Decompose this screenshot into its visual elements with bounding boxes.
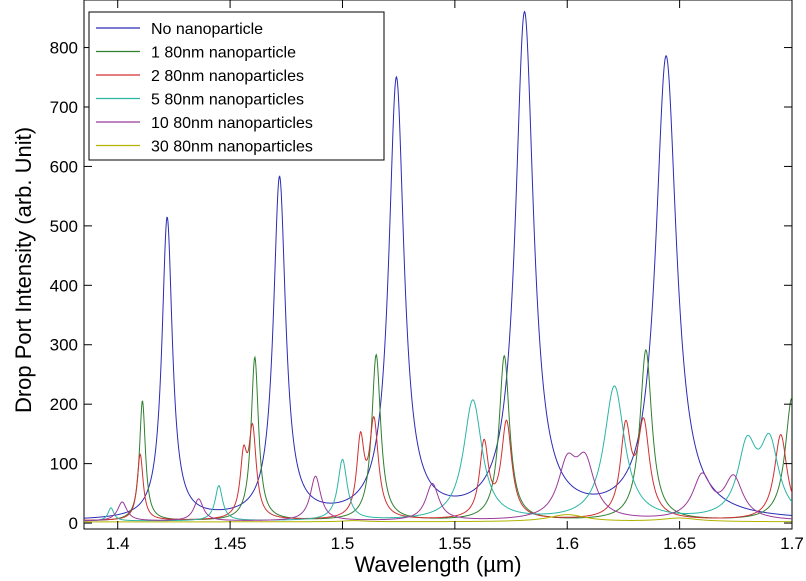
series-line-1 [84,10,792,519]
legend-label: 2 80nm nanoparticles [151,68,304,85]
x-tick-label: 1.6 [555,534,579,553]
y-tick-label: 200 [50,395,78,414]
y-tick-label: 600 [50,157,78,176]
legend-label: No nanoparticle [151,21,263,38]
series-line-6 [84,514,792,523]
y-tick-label: 0 [69,514,78,533]
ticks-layer: 1.4 1.45 1.5 1.55 1.6 1.65 1.7 0 100 200 300 400 500… [50,0,804,553]
x-tick-label: 1.55 [438,534,471,553]
legend-box [88,11,385,161]
legend-label: 10 80nm nanoparticles [151,115,313,132]
legend-label: 5 80nm nanoparticles [151,92,304,109]
x-tick-label: 1.45 [214,534,247,553]
x-tick-label: 1.4 [106,534,130,553]
y-tick-label: 300 [50,336,78,355]
series-layer [84,10,792,523]
legend-label: 1 80nm nanoparticle [151,45,296,62]
x-tick-label: 1.7 [780,534,804,553]
y-axis-label: Drop Port Intensity (arb. Unit) [11,127,36,413]
legend-label: 30 80nm nanoparticles [151,139,313,156]
y-tick-label: 500 [50,217,78,236]
x-tick-label: 1.5 [331,534,355,553]
y-tick-label: 800 [50,39,78,58]
y-tick-label: 700 [50,98,78,117]
x-tick-label: 1.65 [663,534,696,553]
y-tick-label: 100 [50,455,78,474]
y-tick-label: 400 [50,276,78,295]
x-axis-label: Wavelength (µm) [354,552,521,577]
legend: No nanoparticle 1 80nm nanoparticle 2 80nm… [88,11,385,161]
series-line-5 [84,451,792,522]
